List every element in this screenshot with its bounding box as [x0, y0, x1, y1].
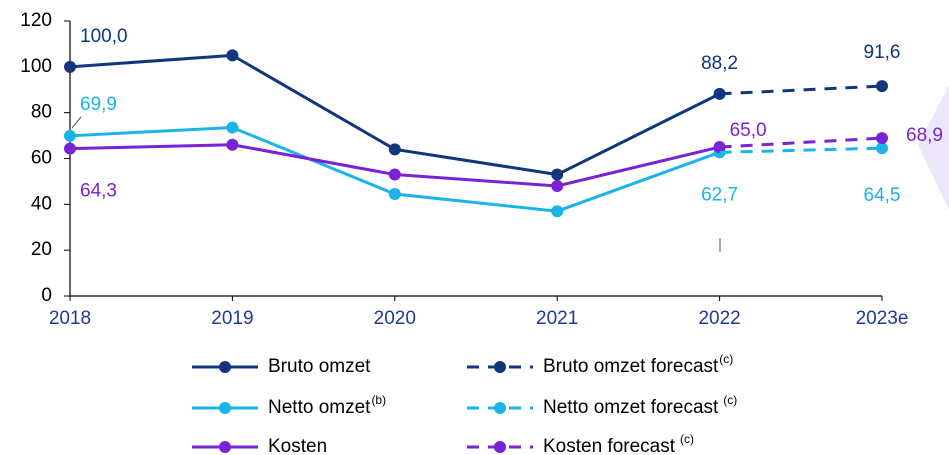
- legend-label: Bruto omzet forecast: [543, 356, 719, 377]
- forecast-line: [719, 146, 883, 154]
- data-point: [551, 205, 564, 218]
- legend-footnote: (c): [680, 432, 694, 446]
- y-tick-label: 60: [31, 148, 52, 169]
- data-point: [388, 143, 401, 156]
- data-point: [64, 142, 76, 155]
- legend-marker: [219, 361, 231, 373]
- data-label: 68,9: [906, 125, 943, 146]
- legend-label: Kosten forecast: [543, 436, 676, 455]
- data-label: 64,3: [80, 181, 117, 202]
- legend-marker: [494, 441, 506, 453]
- legend-footnote: (b): [371, 393, 386, 407]
- data-point: [388, 168, 401, 181]
- forecast-line: [719, 136, 883, 149]
- forecast-line: [719, 84, 883, 96]
- legend-footnote: (c): [719, 352, 733, 366]
- data-label: 65,0: [730, 120, 767, 141]
- data-point: [876, 132, 888, 145]
- data-label: 64,5: [864, 185, 901, 206]
- x-tick-label: 2018: [49, 308, 91, 329]
- data-point: [876, 80, 888, 93]
- data-point: [876, 142, 888, 155]
- data-point: [64, 129, 76, 142]
- data-label: 100,0: [80, 26, 128, 47]
- legend-label: Bruto omzet: [268, 356, 371, 377]
- data-label: 62,7: [701, 184, 738, 205]
- x-tick-label: 2020: [374, 308, 416, 329]
- legend-label: Netto omzet forecast: [543, 397, 719, 418]
- data-label: 91,6: [864, 42, 901, 63]
- x-tick-label: 2021: [536, 308, 578, 329]
- y-tick-label: 20: [31, 239, 52, 260]
- legend-marker: [494, 402, 506, 414]
- data-point: [226, 121, 239, 134]
- data-label: 88,2: [701, 53, 738, 74]
- data-point: [64, 60, 76, 73]
- data-point: [226, 49, 239, 62]
- x-tick-label: 2023e: [856, 308, 909, 329]
- y-tick-label: 80: [31, 102, 52, 123]
- y-tick-label: 0: [41, 285, 52, 306]
- data-label: 69,9: [80, 94, 117, 115]
- data-point: [551, 168, 564, 181]
- data-point: [551, 180, 564, 192]
- y-tick-label: 120: [20, 10, 52, 31]
- decoration: [918, 85, 949, 210]
- legend-label: Kosten: [268, 436, 327, 455]
- legend-label: Netto omzet: [268, 397, 371, 418]
- y-tick-label: 40: [31, 193, 52, 214]
- data-point: [388, 188, 401, 201]
- x-tick-label: 2022: [698, 308, 740, 329]
- legend-marker: [494, 361, 506, 373]
- leader-line: [71, 116, 82, 129]
- legend-marker: [219, 441, 231, 453]
- legend-marker: [219, 402, 231, 414]
- data-point: [226, 138, 239, 151]
- x-tick-label: 2019: [211, 308, 253, 329]
- series-line: [69, 53, 721, 177]
- y-tick-label: 100: [20, 56, 52, 77]
- legend-footnote: (c): [723, 393, 737, 407]
